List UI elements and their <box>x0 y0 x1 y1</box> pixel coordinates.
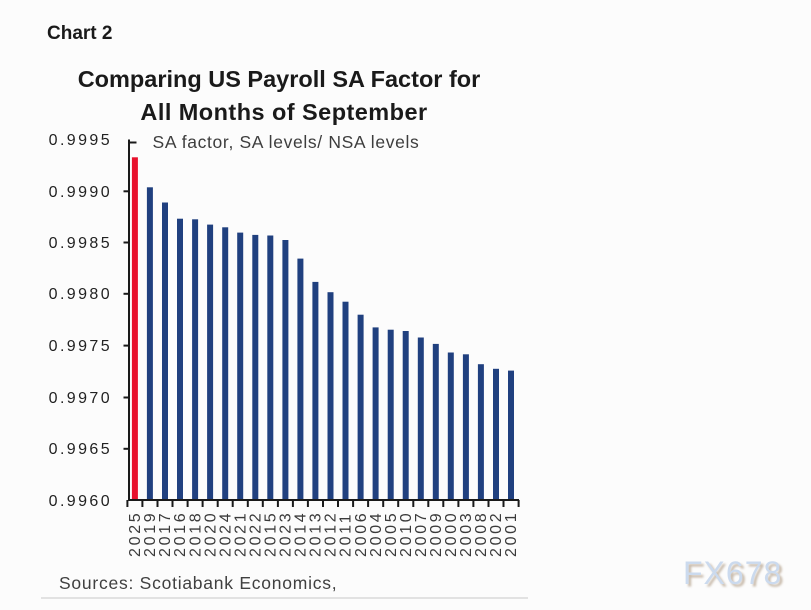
svg-text:2020: 2020 <box>202 511 219 557</box>
svg-text:2012: 2012 <box>323 511 340 557</box>
svg-text:2001: 2001 <box>503 511 520 557</box>
svg-text:2004: 2004 <box>368 511 385 557</box>
svg-text:2013: 2013 <box>308 511 325 557</box>
svg-text:2025: 2025 <box>127 511 144 557</box>
svg-text:2006: 2006 <box>353 511 370 557</box>
svg-text:2018: 2018 <box>187 511 204 557</box>
svg-text:2016: 2016 <box>172 511 189 557</box>
svg-text:2010: 2010 <box>398 511 415 557</box>
svg-text:2008: 2008 <box>473 511 490 557</box>
svg-text:2002: 2002 <box>488 511 505 557</box>
svg-text:2015: 2015 <box>263 511 280 557</box>
svg-text:2007: 2007 <box>413 511 430 557</box>
svg-text:2000: 2000 <box>443 511 460 557</box>
svg-text:2003: 2003 <box>458 511 475 557</box>
svg-text:2014: 2014 <box>293 511 310 557</box>
svg-text:2011: 2011 <box>338 512 355 557</box>
svg-text:2022: 2022 <box>248 511 265 557</box>
svg-text:2021: 2021 <box>232 511 249 557</box>
svg-text:2017: 2017 <box>157 511 174 557</box>
svg-text:2019: 2019 <box>142 511 159 557</box>
svg-text:2023: 2023 <box>278 511 295 557</box>
svg-text:2005: 2005 <box>383 511 400 557</box>
svg-text:2024: 2024 <box>217 511 234 557</box>
svg-text:2009: 2009 <box>428 511 445 557</box>
